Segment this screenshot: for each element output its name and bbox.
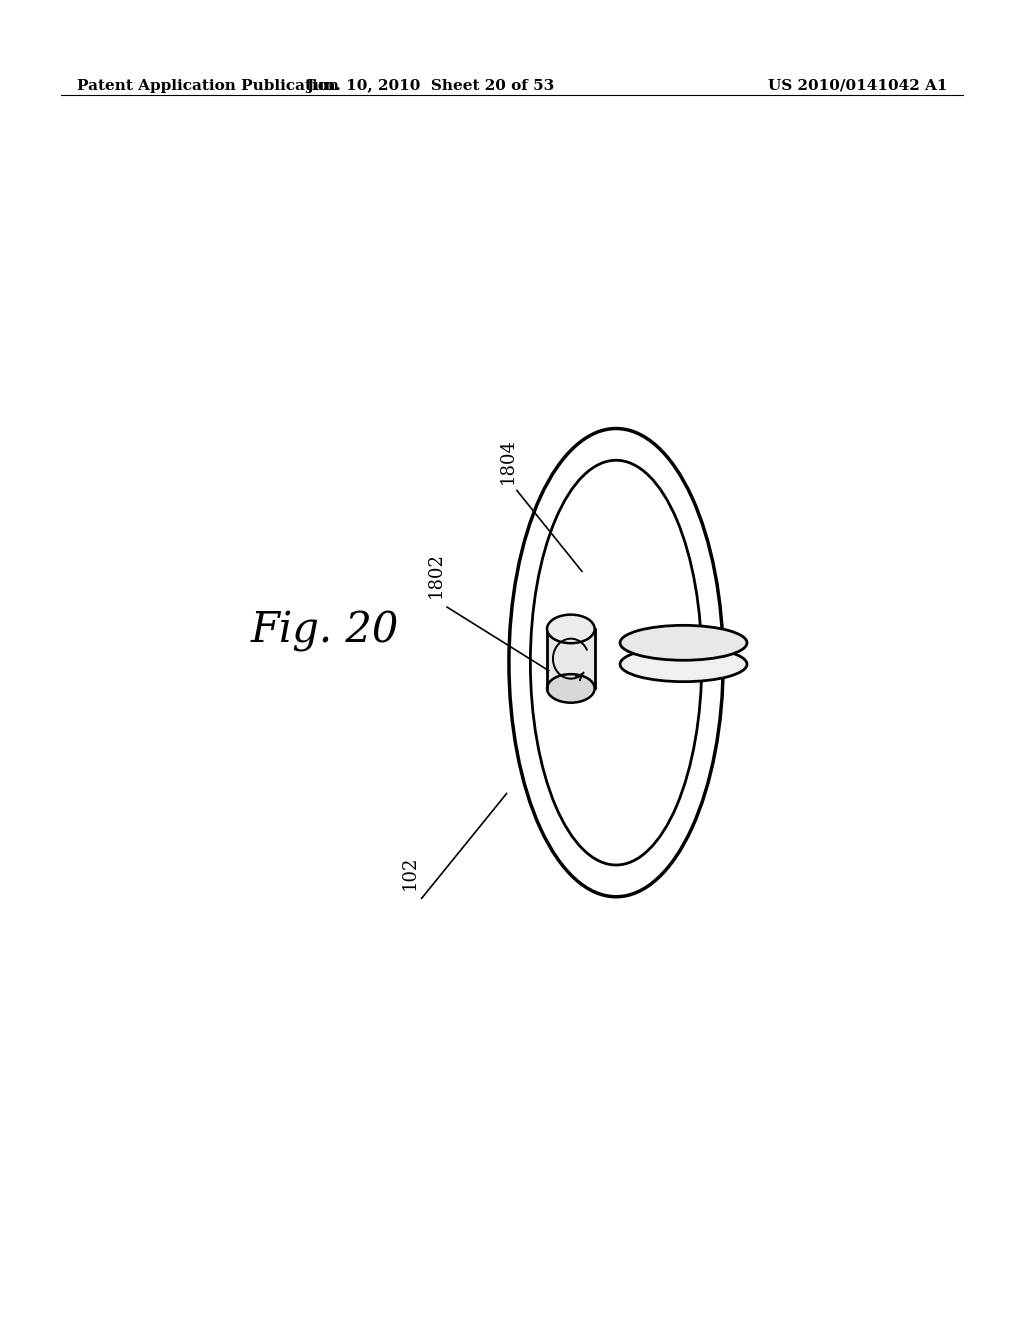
Text: US 2010/0141042 A1: US 2010/0141042 A1 [768, 79, 947, 92]
Text: 1802: 1802 [427, 552, 444, 598]
Polygon shape [547, 628, 595, 689]
Text: 102: 102 [400, 857, 419, 891]
Text: Fig. 20: Fig. 20 [251, 610, 399, 652]
Ellipse shape [547, 615, 595, 643]
Ellipse shape [620, 647, 748, 681]
Text: Patent Application Publication: Patent Application Publication [77, 79, 339, 92]
Ellipse shape [547, 675, 595, 702]
Ellipse shape [620, 626, 748, 660]
Text: 1804: 1804 [499, 438, 516, 484]
Text: Jun. 10, 2010  Sheet 20 of 53: Jun. 10, 2010 Sheet 20 of 53 [306, 79, 554, 92]
